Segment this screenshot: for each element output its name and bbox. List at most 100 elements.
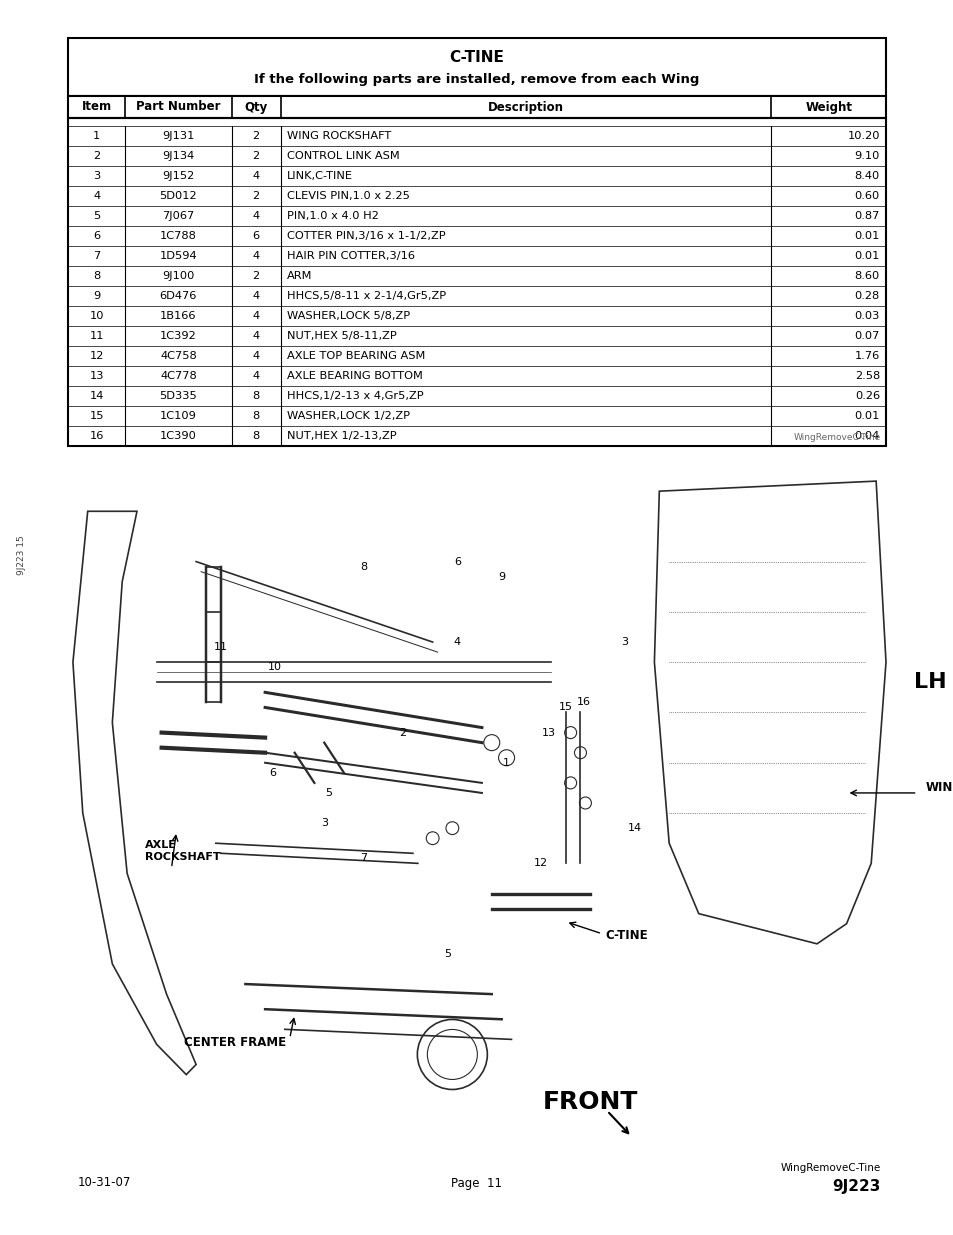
Text: 0.01: 0.01 [854, 411, 879, 421]
Text: 10: 10 [268, 662, 282, 672]
Text: Description: Description [488, 100, 563, 114]
Text: 4: 4 [253, 370, 259, 382]
Text: 6D476: 6D476 [159, 291, 197, 301]
Text: If the following parts are installed, remove from each Wing: If the following parts are installed, re… [254, 73, 699, 86]
Bar [68, 119, 885, 446]
Text: 7J067: 7J067 [162, 211, 194, 221]
Text: 9J223 15: 9J223 15 [17, 535, 27, 574]
Text: 1: 1 [502, 758, 510, 768]
Text: HHCS,5/8-11 x 2-1/4,Gr5,ZP: HHCS,5/8-11 x 2-1/4,Gr5,ZP [287, 291, 445, 301]
Text: 0.87: 0.87 [854, 211, 879, 221]
Text: 6: 6 [93, 231, 100, 241]
Text: 1B166: 1B166 [160, 311, 196, 321]
Text: 4: 4 [253, 211, 259, 221]
Text: 8: 8 [92, 270, 100, 282]
Text: 7: 7 [359, 853, 367, 863]
Text: AXLE
ROCKSHAFT: AXLE ROCKSHAFT [145, 841, 220, 862]
Text: 5D012: 5D012 [159, 191, 197, 201]
Text: 11: 11 [90, 331, 104, 341]
Text: 4: 4 [253, 251, 259, 261]
Text: 14: 14 [627, 824, 641, 834]
Text: 4: 4 [253, 170, 259, 182]
Text: 4C778: 4C778 [160, 370, 196, 382]
Text: 0.04: 0.04 [854, 431, 879, 441]
Text: Weight: Weight [804, 100, 851, 114]
Bar [68, 38, 885, 96]
Text: CLEVIS PIN,1.0 x 2.25: CLEVIS PIN,1.0 x 2.25 [287, 191, 409, 201]
Text: 0.01: 0.01 [854, 251, 879, 261]
Text: 2: 2 [399, 727, 406, 737]
Text: 12: 12 [534, 858, 548, 868]
Text: 9: 9 [497, 572, 505, 582]
Text: 8: 8 [359, 562, 367, 572]
Text: NUT,HEX 1/2-13,ZP: NUT,HEX 1/2-13,ZP [287, 431, 395, 441]
Text: 6: 6 [269, 768, 276, 778]
Text: 2: 2 [253, 131, 259, 141]
Text: 10: 10 [90, 311, 104, 321]
Text: 5D335: 5D335 [159, 391, 197, 401]
Text: 13: 13 [541, 727, 556, 737]
Text: 12: 12 [90, 351, 104, 361]
Text: Page  11: Page 11 [451, 1177, 502, 1189]
Text: WASHER,LOCK 5/8,ZP: WASHER,LOCK 5/8,ZP [287, 311, 410, 321]
Text: 13: 13 [90, 370, 104, 382]
Text: 2: 2 [253, 151, 259, 161]
Text: 8.60: 8.60 [854, 270, 879, 282]
Text: ARM: ARM [287, 270, 312, 282]
Text: 1C392: 1C392 [160, 331, 196, 341]
Text: 1C788: 1C788 [160, 231, 196, 241]
Text: 9J131: 9J131 [162, 131, 194, 141]
Text: HAIR PIN COTTER,3/16: HAIR PIN COTTER,3/16 [287, 251, 415, 261]
Text: 7: 7 [92, 251, 100, 261]
Text: 4: 4 [253, 311, 259, 321]
Text: 14: 14 [90, 391, 104, 401]
Text: 15: 15 [558, 703, 572, 713]
Text: FRONT: FRONT [542, 1089, 638, 1114]
Text: 4C758: 4C758 [160, 351, 196, 361]
Text: 3: 3 [320, 818, 328, 829]
Text: 4: 4 [93, 191, 100, 201]
Text: 10-31-07: 10-31-07 [78, 1177, 132, 1189]
Text: 9J152: 9J152 [162, 170, 194, 182]
Text: 8: 8 [253, 411, 259, 421]
Text: 1: 1 [92, 131, 100, 141]
Text: WING: WING [924, 782, 953, 794]
Text: 4: 4 [253, 351, 259, 361]
Text: AXLE BEARING BOTTOM: AXLE BEARING BOTTOM [287, 370, 422, 382]
Text: Part Number: Part Number [136, 100, 220, 114]
Text: WASHER,LOCK 1/2,ZP: WASHER,LOCK 1/2,ZP [287, 411, 409, 421]
Text: 0.28: 0.28 [854, 291, 879, 301]
Text: LH: LH [913, 672, 945, 693]
Text: 6: 6 [253, 231, 259, 241]
Text: 2: 2 [93, 151, 100, 161]
Text: 0.60: 0.60 [854, 191, 879, 201]
Text: WING ROCKSHAFT: WING ROCKSHAFT [287, 131, 391, 141]
Text: 5: 5 [92, 211, 100, 221]
Text: 11: 11 [213, 642, 228, 652]
Text: 4: 4 [253, 291, 259, 301]
Text: 0.03: 0.03 [854, 311, 879, 321]
Text: 5: 5 [443, 948, 451, 958]
Text: C-TINE: C-TINE [604, 929, 647, 942]
Text: COTTER PIN,3/16 x 1-1/2,ZP: COTTER PIN,3/16 x 1-1/2,ZP [287, 231, 445, 241]
Text: 8: 8 [253, 431, 259, 441]
Text: 8.40: 8.40 [854, 170, 879, 182]
Text: 9J223: 9J223 [832, 1178, 880, 1193]
Text: 0.07: 0.07 [854, 331, 879, 341]
Text: WingRemoveC-Tine: WingRemoveC-Tine [793, 433, 880, 442]
Text: 1C390: 1C390 [160, 431, 196, 441]
Text: 16: 16 [90, 431, 104, 441]
Text: 6: 6 [454, 557, 460, 567]
Text: 16: 16 [576, 698, 590, 708]
Text: 9J134: 9J134 [162, 151, 194, 161]
Text: 0.26: 0.26 [854, 391, 879, 401]
Text: CONTROL LINK ASM: CONTROL LINK ASM [287, 151, 399, 161]
Text: 9: 9 [92, 291, 100, 301]
Text: PIN,1.0 x 4.0 H2: PIN,1.0 x 4.0 H2 [287, 211, 378, 221]
Text: 3: 3 [620, 637, 628, 647]
Text: 10.20: 10.20 [846, 131, 879, 141]
Text: NUT,HEX 5/8-11,ZP: NUT,HEX 5/8-11,ZP [287, 331, 396, 341]
Text: 3: 3 [92, 170, 100, 182]
Text: 1C109: 1C109 [160, 411, 196, 421]
Text: 9J100: 9J100 [162, 270, 194, 282]
